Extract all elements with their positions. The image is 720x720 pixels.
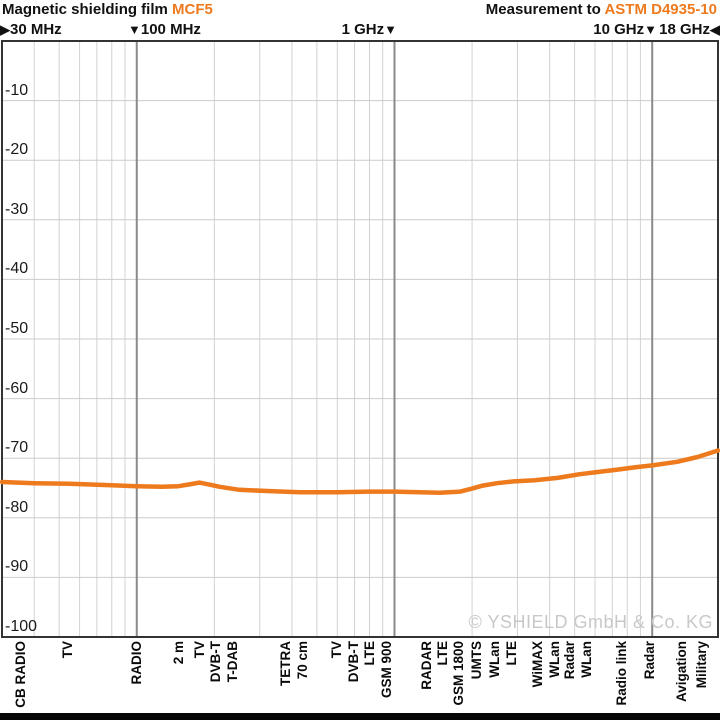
y-axis-label: -40	[5, 260, 29, 278]
y-axis-label: -70	[5, 439, 29, 457]
band-label: DVB-T	[208, 641, 223, 683]
down-triangle-icon: ▼	[384, 22, 397, 37]
y-axis-label: -80	[5, 498, 29, 516]
header-row: Magnetic shielding film MCF5 Measurement…	[2, 1, 717, 20]
y-axis-label: -10	[5, 81, 29, 99]
band-label: TV	[60, 641, 75, 659]
band-label: T-DAB	[225, 641, 240, 683]
freq-marker-label: 18 GHz	[659, 21, 710, 38]
y-axis-label: -30	[5, 200, 29, 218]
y-axis-label: -100	[5, 618, 38, 635]
band-label: GSM 1800	[451, 641, 466, 706]
chart-title-prefix: Magnetic shielding film	[2, 1, 168, 18]
band-label: 70 cm	[295, 641, 310, 680]
band-label: Radio link	[614, 641, 629, 706]
band-label: CB RADIO	[13, 641, 28, 708]
band-label: WLan	[579, 641, 594, 678]
band-label: UMTS	[469, 641, 484, 680]
attenuation-line	[0, 448, 720, 496]
y-axis-label: -60	[5, 379, 29, 397]
measurement-standard: Measurement to ASTM D4935-10	[486, 1, 717, 18]
frequency-scale-row: ▶30 MHz ▼100 MHz 1 GHz▼ 10 GHz▼ 18 GHz◀	[0, 21, 720, 40]
y-axis-label: -20	[5, 141, 29, 159]
measurement-prefix: Measurement to	[485, 1, 601, 18]
y-axis-label: -90	[5, 558, 29, 576]
freq-marker-label: 30 MHz	[10, 21, 62, 38]
band-label: LTE	[504, 641, 519, 666]
freq-marker-label: 100 MHz	[140, 21, 201, 38]
plot-border	[1, 40, 719, 638]
band-label: RADIO	[129, 641, 144, 685]
freq-marker: ▶30 MHz	[0, 21, 62, 38]
freq-marker: 1 GHz▼	[342, 21, 397, 38]
band-label: WLan	[487, 641, 502, 678]
down-triangle-icon: ▼	[644, 22, 657, 37]
band-label: GSM 900	[379, 641, 394, 699]
band-label: Radar	[642, 641, 657, 680]
freq-marker: ▼100 MHz	[128, 21, 201, 38]
band-label: TV	[329, 641, 344, 659]
freq-marker: 10 GHz▼	[593, 21, 657, 38]
band-label: Military	[694, 641, 709, 689]
freq-marker-label: 10 GHz	[593, 21, 645, 38]
band-label: 2 m	[171, 641, 186, 665]
right-triangle-icon: ▶	[0, 22, 10, 37]
left-triangle-icon: ◀	[710, 22, 720, 37]
measurement-standard-code: ASTM D4935-10	[604, 1, 717, 18]
freq-marker: 18 GHz◀	[659, 21, 720, 38]
down-triangle-icon: ▼	[128, 22, 141, 37]
chart-title: Magnetic shielding film MCF5	[2, 1, 213, 18]
freq-marker-label: 1 GHz	[341, 21, 385, 38]
band-label: Avigation	[674, 641, 689, 703]
band-label: TETRA	[278, 641, 293, 686]
bottom-bar	[0, 713, 720, 720]
y-axis-label: -50	[5, 320, 29, 337]
watermark: © YSHIELD GmbH & Co. KG	[468, 612, 713, 632]
band-label: WiMAX	[530, 641, 545, 688]
band-label: LTE	[362, 641, 377, 666]
band-label: Radar	[562, 641, 577, 680]
product-model: MCF5	[172, 1, 213, 18]
